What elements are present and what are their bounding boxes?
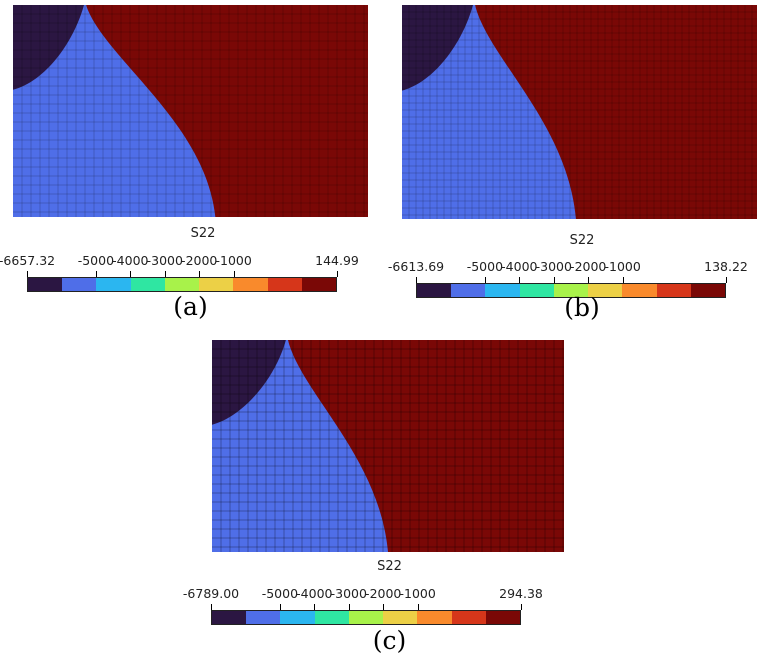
colorbar-segment xyxy=(656,284,691,297)
colorbar-tick xyxy=(416,277,417,283)
colorbar-tick-label: -1000 xyxy=(215,253,252,268)
colorbar-segment xyxy=(314,611,349,624)
colorbar-tick-label: -6613.69 xyxy=(387,259,445,274)
colorbar-segment xyxy=(348,611,384,624)
colorbar-segment xyxy=(519,284,554,297)
colorbar-segment xyxy=(451,284,486,297)
colorbar-tick-label: -2000 xyxy=(365,586,402,601)
colorbar-segment xyxy=(96,278,131,291)
colorbar-tick xyxy=(417,604,419,610)
colorbar-segment xyxy=(212,611,247,624)
colorbar-c: -6789.00 -5000 -4000 -3000 -2000 -1000 294.38 xyxy=(183,576,567,626)
colorbar-segment xyxy=(553,284,589,297)
colorbar-segment xyxy=(199,278,234,291)
colorbar-segment xyxy=(383,611,418,624)
colorbar-tick xyxy=(622,277,624,283)
colorbar-segment xyxy=(485,284,520,297)
contour-plot-a xyxy=(13,5,368,217)
colorbar-tick xyxy=(337,271,338,277)
colorbar-segment xyxy=(301,278,336,291)
colorbar-tick xyxy=(519,277,521,283)
colorbar-tick xyxy=(27,271,28,277)
colorbar-title-c: S22 xyxy=(377,559,402,574)
colorbar-segment xyxy=(28,278,63,291)
colorbar-segment xyxy=(622,284,657,297)
colorbar-title-b: S22 xyxy=(569,233,595,248)
panel-c: S22 -6789.00 -5000 -4000 -3000 -2000 -1000 294… xyxy=(183,340,567,655)
colorbar-tick-label: -4000 xyxy=(501,259,538,274)
colorbar-segment xyxy=(690,284,725,297)
colorbar-tick xyxy=(199,271,201,277)
caption-b: (b) xyxy=(564,293,600,322)
colorbar-tick-label: -1000 xyxy=(604,259,641,274)
colorbar-tick xyxy=(383,604,385,610)
colorbar-tick-label: 294.38 xyxy=(499,586,543,601)
mesh-grid xyxy=(402,5,757,219)
colorbar-segment xyxy=(62,278,97,291)
colorbar-segment xyxy=(417,611,452,624)
colorbar-tick xyxy=(211,604,212,610)
colorbar-tick-label: -6789.00 xyxy=(182,586,240,601)
colorbar-segment xyxy=(267,278,302,291)
colorbar-tick xyxy=(130,271,132,277)
colorbar-tick xyxy=(553,277,555,283)
colorbar-tick xyxy=(726,277,727,283)
contour-band-min xyxy=(402,5,473,91)
colorbar-tick-label: -2000 xyxy=(181,253,218,268)
colorbar-tick xyxy=(233,271,235,277)
colorbar-segment xyxy=(485,611,520,624)
colorbar-tick-label: -6657.32 xyxy=(0,253,56,268)
colorbar-tick-label: -5000 xyxy=(77,253,115,268)
colorbar-segment xyxy=(233,278,268,291)
colorbar-tick-label: -3000 xyxy=(330,586,367,601)
colorbar-strip xyxy=(211,610,521,625)
colorbar-tick xyxy=(521,604,522,610)
colorbar-tick-label: 144.99 xyxy=(315,253,359,268)
colorbar-tick-label: 138.22 xyxy=(704,259,748,274)
colorbar-segment xyxy=(588,284,623,297)
colorbar-segment xyxy=(246,611,281,624)
mesh-grid xyxy=(13,5,368,217)
colorbar-tick-label: -5000 xyxy=(261,586,299,601)
colorbar-segment xyxy=(164,278,200,291)
colorbar-tick-label: -4000 xyxy=(112,253,149,268)
colorbar-tick xyxy=(95,271,97,277)
mesh-grid xyxy=(212,340,564,552)
colorbar-tick-label: -3000 xyxy=(535,259,572,274)
contour-band-min xyxy=(212,340,286,425)
panel-a: S22 -6657.32 -5000 -4000 -3000 -2000 -1000 144… xyxy=(0,5,368,325)
colorbar-strip xyxy=(416,283,726,298)
colorbar-b: -6613.69 -5000 -4000 -3000 -2000 -1000 138.22 xyxy=(388,249,767,299)
colorbar-segment xyxy=(130,278,165,291)
colorbar-tick-label: -2000 xyxy=(570,259,607,274)
colorbar-segment xyxy=(280,611,315,624)
colorbar-tick-label: -4000 xyxy=(296,586,333,601)
panel-b: S22 -6613.69 -5000 -4000 -3000 -2000 -1000 138… xyxy=(388,5,757,325)
colorbar-segment xyxy=(451,611,486,624)
colorbar-tick xyxy=(314,604,316,610)
colorbar-strip xyxy=(27,277,337,292)
caption-c: (c) xyxy=(372,626,407,655)
contour-band xyxy=(13,5,216,217)
colorbar-tick-label: -1000 xyxy=(399,586,436,601)
colorbar-tick xyxy=(279,604,281,610)
colorbar-tick xyxy=(484,277,486,283)
colorbar-a: -6657.32 -5000 -4000 -3000 -2000 -1000 144.99 xyxy=(0,243,383,293)
colorbar-title-a: S22 xyxy=(190,226,216,241)
colorbar-tick xyxy=(588,277,590,283)
caption-a: (a) xyxy=(173,292,208,321)
colorbar-tick-label: -3000 xyxy=(146,253,183,268)
contour-plot-b xyxy=(402,5,757,219)
contour-plot-c xyxy=(212,340,564,552)
colorbar-tick-label: -5000 xyxy=(466,259,504,274)
colorbar-tick xyxy=(348,604,350,610)
contour-band-min xyxy=(13,5,84,90)
colorbar-segment xyxy=(417,284,452,297)
colorbar-tick xyxy=(164,271,166,277)
